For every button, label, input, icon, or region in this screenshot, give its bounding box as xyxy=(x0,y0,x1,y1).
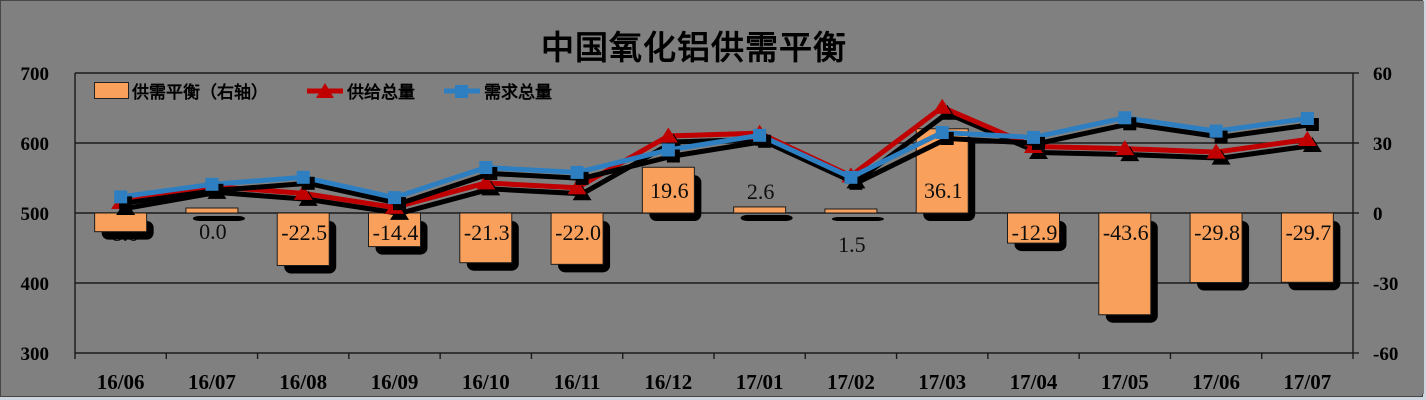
bar-data-label: -12.9 xyxy=(1012,220,1058,245)
x-axis-label: 17/07 xyxy=(1283,370,1331,394)
bar xyxy=(641,166,695,214)
left-axis-tick-label: 600 xyxy=(21,134,50,155)
bar xyxy=(185,207,239,214)
triangle-marker-icon xyxy=(567,179,587,195)
bar-data-label: 36.1 xyxy=(924,178,963,203)
legend-marker-shape xyxy=(455,84,468,98)
legend-item-supply: 供给总量 xyxy=(306,78,415,103)
triangle-marker-icon xyxy=(1297,131,1317,146)
x-axis-label: 17/06 xyxy=(1192,370,1240,394)
triangle-marker-icon xyxy=(932,98,952,114)
left-axis-tick-label: 500 xyxy=(21,204,50,225)
triangle-marker-icon xyxy=(293,184,313,200)
bar-data-label: -29.8 xyxy=(1194,220,1240,245)
bar-shadow xyxy=(740,214,793,221)
demand-line xyxy=(120,115,1308,201)
right-axis-tick-label: -30 xyxy=(1373,274,1398,295)
bar xyxy=(1280,212,1334,283)
bar xyxy=(94,212,148,233)
x-axis-label: 16/06 xyxy=(97,370,145,394)
triangle-marker-icon xyxy=(1115,140,1135,156)
square-marker-icon xyxy=(661,143,675,157)
chart-title: 中国氧化铝供需平衡 xyxy=(541,29,847,66)
triangle-marker-icon xyxy=(307,82,343,98)
bar-data-label: -43.6 xyxy=(1103,220,1149,245)
square-marker-icon xyxy=(1118,111,1132,125)
square-marker-icon xyxy=(1300,112,1314,125)
bar-shadow xyxy=(192,216,245,221)
left-axis-tick-label: 400 xyxy=(21,274,50,295)
bar-data-label: 2.6 xyxy=(747,179,775,204)
square-marker-icon xyxy=(844,170,858,184)
triangle-marker-icon xyxy=(1206,143,1226,159)
bar xyxy=(550,212,604,265)
right-axis-tick-label: 30 xyxy=(1373,134,1392,155)
square-marker-icon xyxy=(388,191,401,205)
x-axis-label: 17/05 xyxy=(1101,370,1149,394)
legend-label-supply: 供给总量 xyxy=(347,83,415,102)
square-marker-icon xyxy=(205,177,219,191)
bar-shadow xyxy=(831,217,884,221)
bar-data-label: -21.3 xyxy=(464,220,510,245)
x-axis-label: 16/09 xyxy=(371,370,419,394)
bar-data-label: -22.5 xyxy=(281,220,327,245)
legend-label-demand: 需求总量 xyxy=(484,83,552,102)
legend-item-demand: 需求总量 xyxy=(443,78,552,103)
bar xyxy=(1098,212,1152,316)
square-marker-icon xyxy=(753,128,767,142)
x-axis-label: 17/03 xyxy=(918,370,966,394)
bar-swatch-icon xyxy=(94,82,129,99)
bar xyxy=(276,212,330,266)
bar xyxy=(459,212,513,264)
left-axis-tick-label: 700 xyxy=(21,64,50,85)
square-marker-icon xyxy=(296,170,310,184)
legend-marker-shape xyxy=(316,82,334,98)
x-axis-label: 16/12 xyxy=(644,370,692,394)
legend-label-balance: 供需平衡（右轴） xyxy=(132,83,268,102)
square-marker-icon xyxy=(1027,130,1040,144)
bar-data-label: 19.6 xyxy=(650,178,689,203)
bar-data-label: 0.0 xyxy=(199,219,227,244)
line-shadow xyxy=(125,121,1313,207)
square-marker-icon xyxy=(114,190,128,204)
x-axis-label: 17/01 xyxy=(736,370,784,394)
bar xyxy=(733,206,787,214)
bar xyxy=(1189,212,1243,284)
square-marker-icon xyxy=(444,84,480,98)
legend-item-balance: 供需平衡（右轴） xyxy=(94,78,268,103)
square-marker-icon xyxy=(1209,124,1223,138)
bar-data-label: -29.7 xyxy=(1285,220,1331,245)
square-marker-icon xyxy=(935,126,949,139)
bar xyxy=(824,208,878,214)
supply-line xyxy=(120,104,1308,210)
right-axis-tick-label: -60 xyxy=(1373,344,1398,365)
x-axis-label: 16/10 xyxy=(462,370,510,394)
bar-data-label: -22.0 xyxy=(555,220,601,245)
square-marker-icon xyxy=(479,161,493,174)
x-axis-label: 16/08 xyxy=(279,370,327,394)
x-axis-label: 16/07 xyxy=(188,370,236,394)
bar xyxy=(1007,212,1060,244)
triangle-marker-icon xyxy=(476,174,496,190)
triangle-marker-icon xyxy=(658,127,678,143)
bar-data-label: -14.4 xyxy=(373,220,419,245)
chart-legend: 供需平衡（右轴） 供给总量 需求总量 xyxy=(94,78,552,103)
x-axis-label: 16/11 xyxy=(554,370,601,394)
x-axis-label: 17/02 xyxy=(827,370,875,394)
right-axis-tick-label: 0 xyxy=(1373,204,1383,225)
square-marker-icon xyxy=(570,165,584,179)
bar-data-label: 1.5 xyxy=(838,232,866,257)
left-axis-tick-label: 300 xyxy=(21,344,50,365)
x-axis-label: 17/04 xyxy=(1010,370,1058,394)
right-axis-tick-label: 60 xyxy=(1373,64,1392,85)
